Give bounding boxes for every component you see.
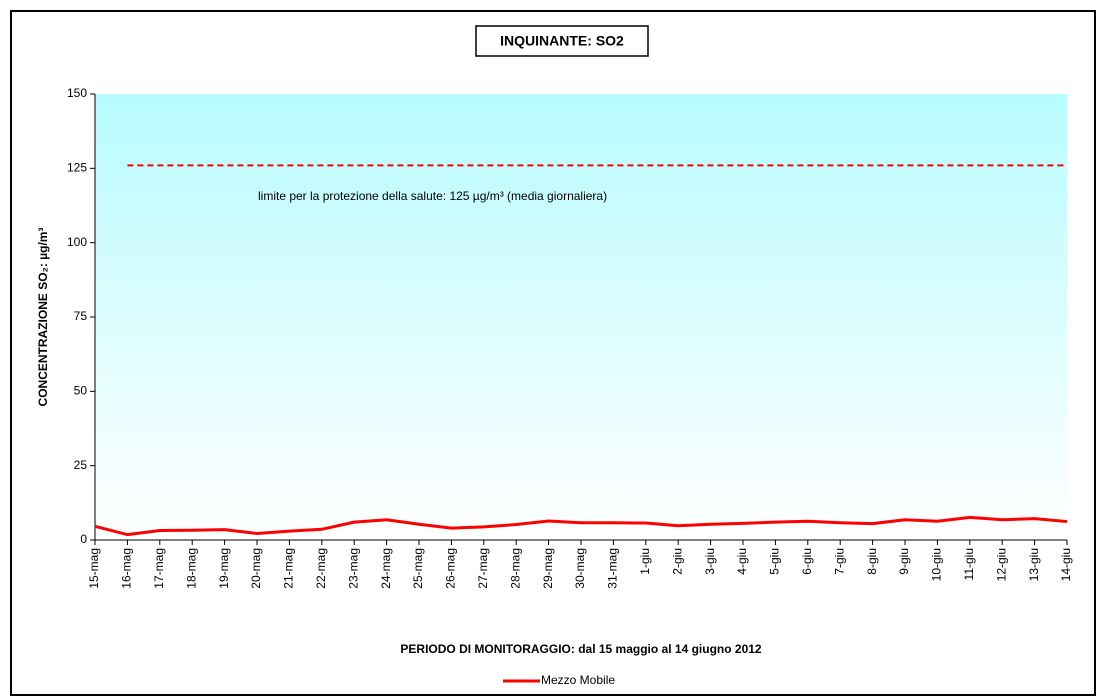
title-box bbox=[475, 25, 649, 57]
x-tick-label: 10-giu bbox=[930, 548, 944, 581]
x-tick-label: 18-mag bbox=[184, 548, 198, 589]
x-tick-label: 5-giu bbox=[768, 548, 782, 575]
data-line bbox=[94, 515, 1068, 537]
x-tick-label: 11-giu bbox=[962, 548, 976, 580]
x-tick-label: 1-giu bbox=[638, 548, 652, 575]
x-tick-label: 15-mag bbox=[87, 548, 101, 589]
y-tick-label: 100 bbox=[67, 235, 87, 249]
x-tick-label: 22-mag bbox=[314, 548, 328, 589]
x-tick-label: 4-giu bbox=[735, 548, 749, 575]
x-tick-label: 28-mag bbox=[508, 548, 522, 589]
x-tick-label: 14-giu bbox=[1059, 548, 1073, 581]
y-tick-label: 25 bbox=[74, 458, 88, 472]
x-tick-label: 30-mag bbox=[573, 548, 587, 589]
y-tick-label: 125 bbox=[67, 161, 87, 175]
annotation: limite per la protezione della salute: 1… bbox=[258, 189, 607, 203]
x-tick-label: 3-giu bbox=[703, 548, 717, 575]
plot-area bbox=[95, 94, 1067, 540]
x-tick-label: 27-mag bbox=[476, 548, 490, 589]
legend-label: Mezzo Mobile bbox=[541, 673, 615, 687]
y-tick-label: 75 bbox=[74, 309, 88, 323]
chart-title: INQUINANTE: SO2 bbox=[500, 33, 624, 49]
x-tick-label: 31-mag bbox=[606, 548, 620, 589]
x-tick-label: 6-giu bbox=[800, 548, 814, 575]
y-tick-label: 50 bbox=[74, 384, 88, 398]
x-tick-label: 12-giu bbox=[994, 548, 1008, 581]
x-tick-label: 29-mag bbox=[541, 548, 555, 589]
x-tick-label: 13-giu bbox=[1027, 548, 1041, 581]
y-axis-label: CONCENTRAZIONE SO₂: µg/m³ bbox=[36, 228, 50, 407]
x-tick-label: 26-mag bbox=[444, 548, 458, 589]
x-tick-label: 20-mag bbox=[249, 548, 263, 589]
x-tick-label: 7-giu bbox=[832, 548, 846, 575]
x-tick-label: 23-mag bbox=[346, 548, 360, 589]
x-tick-label: 16-mag bbox=[120, 548, 134, 589]
x-tick-label: 9-giu bbox=[897, 548, 911, 575]
y-tick-label: 150 bbox=[67, 86, 87, 100]
x-axis-label: PERIODO DI MONITORAGGIO: dal 15 maggio a… bbox=[400, 642, 762, 656]
x-tick-label: 2-giu bbox=[670, 548, 684, 575]
x-tick-label: 8-giu bbox=[865, 548, 879, 575]
x-tick-label: 17-mag bbox=[152, 548, 166, 589]
x-tick-label: 21-mag bbox=[282, 548, 296, 589]
x-tick-label: 19-mag bbox=[217, 548, 231, 589]
x-tick-label: 25-mag bbox=[411, 548, 425, 589]
y-tick-label: 0 bbox=[80, 532, 87, 546]
x-tick-label: 24-mag bbox=[379, 548, 393, 589]
